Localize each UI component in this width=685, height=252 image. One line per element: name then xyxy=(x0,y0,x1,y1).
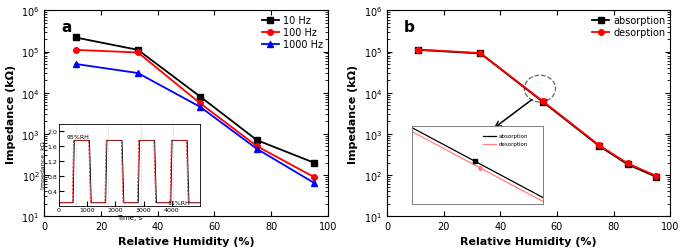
10 Hz xyxy=(310,161,318,164)
Legend: absorption, desorption: absorption, desorption xyxy=(590,14,667,40)
absorption xyxy=(652,176,660,179)
desorption xyxy=(538,100,547,103)
desorption xyxy=(414,49,422,52)
1000 Hz xyxy=(253,148,261,151)
100 Hz xyxy=(71,49,79,52)
10 Hz xyxy=(134,49,142,52)
Line: desorption: desorption xyxy=(415,48,659,179)
Y-axis label: Impedance (kΩ): Impedance (kΩ) xyxy=(5,65,16,163)
10 Hz xyxy=(71,37,79,40)
Legend: 10 Hz, 100 Hz, 1000 Hz: 10 Hz, 100 Hz, 1000 Hz xyxy=(260,14,325,52)
desorption xyxy=(476,52,484,55)
absorption xyxy=(538,101,547,104)
1000 Hz xyxy=(196,106,204,109)
Line: 100 Hz: 100 Hz xyxy=(73,48,316,180)
10 Hz xyxy=(196,96,204,99)
100 Hz xyxy=(134,52,142,55)
100 Hz xyxy=(253,145,261,148)
desorption xyxy=(623,162,632,165)
10 Hz xyxy=(253,139,261,142)
1000 Hz xyxy=(134,72,142,75)
Line: 1000 Hz: 1000 Hz xyxy=(73,62,316,186)
absorption xyxy=(414,49,422,52)
Y-axis label: Impedance (kΩ): Impedance (kΩ) xyxy=(348,65,358,163)
desorption xyxy=(652,175,660,178)
absorption xyxy=(623,163,632,166)
desorption xyxy=(595,144,603,147)
1000 Hz xyxy=(71,63,79,66)
100 Hz xyxy=(310,176,318,179)
Line: absorption: absorption xyxy=(415,48,659,180)
Text: a: a xyxy=(62,20,72,35)
absorption xyxy=(595,145,603,148)
X-axis label: Relative Humidity (%): Relative Humidity (%) xyxy=(118,237,254,246)
1000 Hz xyxy=(310,181,318,184)
Line: 10 Hz: 10 Hz xyxy=(73,36,316,166)
Text: b: b xyxy=(404,20,415,35)
absorption xyxy=(476,53,484,56)
X-axis label: Relative Humidity (%): Relative Humidity (%) xyxy=(460,237,597,246)
100 Hz xyxy=(196,102,204,105)
